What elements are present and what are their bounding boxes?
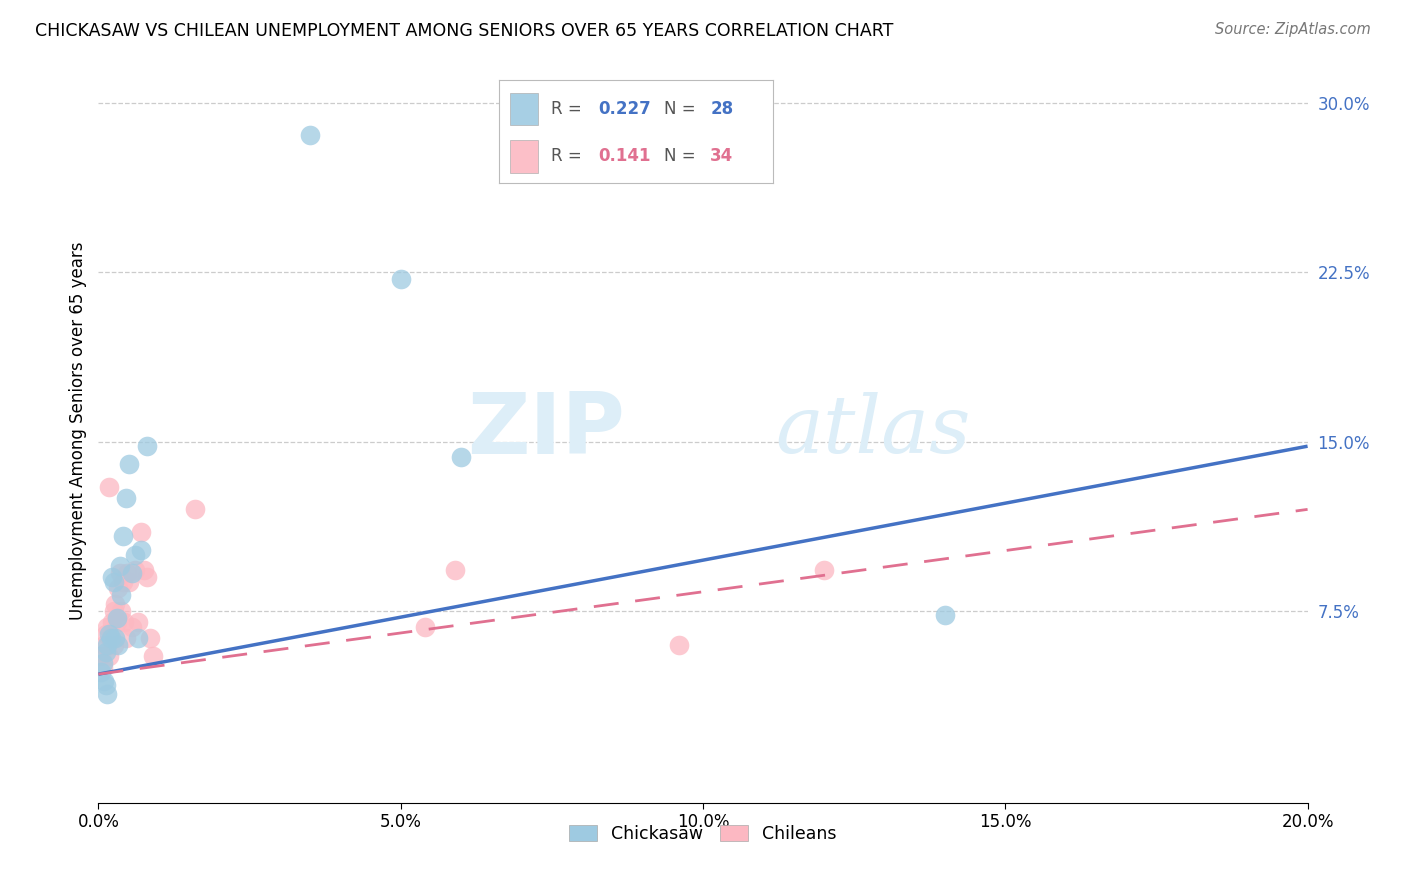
Point bbox=[184, 502, 207, 516]
Point bbox=[110, 604, 132, 618]
Point bbox=[299, 128, 322, 142]
Bar bbox=[510, 93, 537, 126]
Point bbox=[121, 566, 143, 580]
Point bbox=[124, 563, 146, 577]
Point bbox=[112, 615, 135, 630]
Point bbox=[105, 615, 128, 630]
Point bbox=[107, 582, 129, 596]
Point bbox=[104, 631, 127, 645]
Point bbox=[94, 626, 117, 640]
Point bbox=[93, 673, 115, 688]
Text: ZIP: ZIP bbox=[467, 389, 624, 472]
Point bbox=[121, 620, 143, 634]
Point bbox=[108, 566, 131, 580]
Point bbox=[129, 543, 152, 558]
Point bbox=[90, 665, 112, 679]
Point bbox=[91, 660, 114, 674]
Point bbox=[444, 563, 467, 577]
Point bbox=[129, 524, 152, 539]
Point bbox=[103, 574, 125, 589]
Point bbox=[103, 638, 125, 652]
Point bbox=[104, 597, 127, 611]
Point bbox=[90, 649, 112, 664]
Point bbox=[100, 570, 122, 584]
Point bbox=[124, 548, 146, 562]
Text: N =: N = bbox=[664, 147, 700, 165]
Point bbox=[934, 608, 956, 623]
Legend: Chickasaw, Chileans: Chickasaw, Chileans bbox=[562, 818, 844, 850]
Point bbox=[127, 631, 149, 645]
Point bbox=[813, 563, 835, 577]
Point bbox=[96, 638, 118, 652]
Text: CHICKASAW VS CHILEAN UNEMPLOYMENT AMONG SENIORS OVER 65 YEARS CORRELATION CHART: CHICKASAW VS CHILEAN UNEMPLOYMENT AMONG … bbox=[35, 22, 894, 40]
Text: R =: R = bbox=[551, 100, 588, 118]
Point bbox=[127, 615, 149, 630]
Y-axis label: Unemployment Among Seniors over 65 years: Unemployment Among Seniors over 65 years bbox=[69, 241, 87, 620]
Point bbox=[100, 631, 122, 645]
Point bbox=[100, 633, 122, 648]
Point bbox=[110, 588, 132, 602]
Point bbox=[96, 688, 118, 702]
Point bbox=[118, 457, 141, 471]
Point bbox=[94, 644, 117, 658]
Point bbox=[105, 611, 128, 625]
Text: atlas: atlas bbox=[776, 392, 972, 469]
Point bbox=[98, 480, 121, 494]
Point bbox=[111, 529, 134, 543]
Point bbox=[96, 678, 118, 692]
Text: Source: ZipAtlas.com: Source: ZipAtlas.com bbox=[1215, 22, 1371, 37]
Text: 0.141: 0.141 bbox=[598, 147, 651, 165]
Point bbox=[413, 620, 436, 634]
Point bbox=[97, 649, 120, 664]
Point bbox=[114, 631, 136, 645]
Point bbox=[142, 649, 165, 664]
Text: R =: R = bbox=[551, 147, 592, 165]
Point bbox=[117, 566, 139, 580]
Text: 34: 34 bbox=[710, 147, 734, 165]
Point bbox=[118, 574, 141, 589]
Point bbox=[96, 620, 118, 634]
Text: N =: N = bbox=[664, 100, 700, 118]
Point bbox=[107, 638, 129, 652]
Point bbox=[132, 563, 155, 577]
Point bbox=[135, 570, 157, 584]
Text: 28: 28 bbox=[710, 100, 734, 118]
Point bbox=[389, 272, 412, 286]
Point bbox=[103, 604, 125, 618]
Point bbox=[668, 638, 690, 652]
Point bbox=[139, 631, 162, 645]
Point bbox=[114, 491, 136, 505]
Point bbox=[111, 574, 134, 589]
Point bbox=[450, 450, 472, 465]
Point bbox=[98, 626, 121, 640]
Point bbox=[108, 558, 131, 573]
Bar bbox=[510, 140, 537, 173]
Point bbox=[93, 638, 115, 652]
Point bbox=[91, 656, 114, 670]
Point bbox=[100, 615, 122, 630]
Point bbox=[135, 439, 157, 453]
Text: 0.227: 0.227 bbox=[598, 100, 651, 118]
